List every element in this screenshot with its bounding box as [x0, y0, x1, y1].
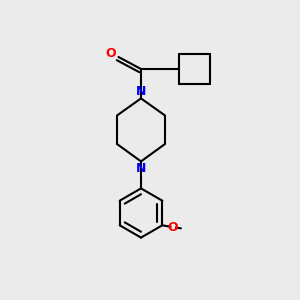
Text: N: N: [136, 85, 146, 98]
Text: O: O: [106, 47, 116, 60]
Text: O: O: [167, 221, 178, 234]
Text: N: N: [136, 161, 146, 175]
